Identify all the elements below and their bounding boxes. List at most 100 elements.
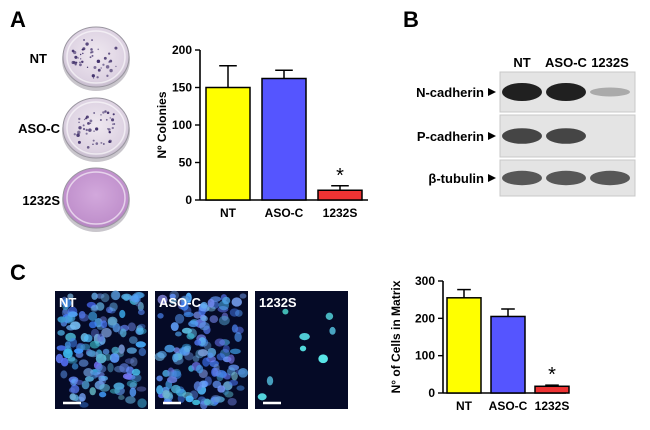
cell-nucleus: [109, 388, 120, 394]
cell-nucleus: [56, 345, 66, 351]
cell-nucleus: [171, 384, 181, 394]
y-tick-label: 150: [172, 81, 192, 95]
cell-nucleus: [57, 329, 65, 336]
cell-nucleus: [204, 376, 212, 386]
arrow-icon: [488, 174, 496, 182]
cell-nucleus: [74, 379, 84, 385]
cell-nucleus: [109, 302, 118, 312]
cell-nucleus: [282, 308, 289, 315]
cell-nucleus: [136, 386, 147, 392]
cell-nucleus: [80, 343, 91, 351]
cell-nucleus: [184, 352, 194, 361]
arrow-icon: [488, 132, 496, 140]
x-tick-label: 1232S: [535, 399, 570, 413]
cell-nucleus: [83, 368, 94, 377]
dish-2: [62, 97, 130, 162]
bar-nt: [205, 86, 251, 201]
cell-nucleus: [207, 352, 214, 359]
cell-nucleus: [137, 309, 145, 316]
y-tick-label: 300: [415, 274, 435, 288]
bar-aso-c: [490, 315, 526, 394]
dish-panel: NT ASO-C 1232S: [18, 26, 130, 232]
cell-nucleus: [125, 396, 136, 404]
western-blot: NT ASO-C 1232S N-cadherin P-cadherin β-tubuli…: [416, 55, 636, 197]
cell-nucleus: [91, 371, 98, 379]
cell-nucleus: [91, 292, 98, 300]
cell-nucleus: [137, 398, 147, 409]
cell-nucleus: [202, 357, 210, 367]
cell-nucleus: [236, 385, 245, 391]
cell-nucleus: [227, 397, 237, 406]
cell-nucleus: [68, 387, 76, 393]
cell-nucleus: [218, 300, 230, 311]
cell-nucleus: [57, 316, 66, 323]
cell-nucleus: [109, 353, 120, 363]
cell-nucleus: [84, 376, 94, 382]
cell-nucleus: [167, 376, 178, 384]
cell-nucleus: [71, 363, 79, 370]
cell-nucleus: [183, 345, 191, 353]
cell-nucleus: [194, 339, 202, 346]
cell-nucleus: [229, 348, 241, 355]
cell-nucleus: [299, 345, 307, 352]
micrograph-1: NT: [55, 290, 148, 409]
y-axis-label: Nº Colonies: [155, 91, 169, 158]
y-tick-label: 50: [179, 156, 193, 170]
bar-aso-c: [261, 77, 307, 201]
cell-nucleus: [137, 301, 144, 312]
cell-nucleus: [89, 387, 96, 396]
cell-nucleus: [89, 340, 100, 349]
cell-nucleus: [138, 347, 147, 357]
cell-nucleus: [126, 380, 138, 388]
cell-nucleus: [222, 344, 230, 353]
cell-nucleus: [113, 382, 125, 390]
cell-nucleus: [175, 331, 182, 337]
bar-nt: [446, 297, 482, 394]
cell-nucleus: [102, 348, 110, 355]
cell-nucleus: [227, 354, 235, 364]
cell-nucleus: [128, 336, 138, 344]
cell-nucleus: [88, 321, 97, 329]
cell-nucleus: [162, 389, 170, 399]
cell-nucleus: [234, 332, 242, 342]
panel-label-c: C: [10, 260, 26, 285]
cell-nucleus: [212, 367, 221, 377]
cell-nucleus: [100, 320, 108, 329]
cell-nucleus: [100, 293, 110, 303]
cell-nucleus: [67, 293, 74, 300]
x-tick-label: 1232S: [323, 206, 358, 220]
cell-nucleus: [66, 357, 78, 364]
cell-nucleus: [129, 387, 137, 397]
cell-nucleus: [239, 293, 247, 299]
significance-marker: *: [548, 364, 556, 386]
blot-row-3: [499, 159, 636, 197]
cell-nucleus: [119, 309, 126, 319]
cell-nucleus: [131, 368, 141, 376]
blot-band: [546, 83, 586, 101]
cell-nucleus: [78, 311, 86, 319]
cell-nucleus: [126, 366, 134, 375]
micrograph-label: NT: [59, 295, 76, 310]
cell-nucleus: [206, 306, 216, 312]
y-tick-label: 200: [415, 311, 435, 325]
bar-1232s: [534, 385, 570, 394]
blot-row-label: β-tubulin: [428, 171, 484, 186]
significance-marker: *: [336, 165, 344, 187]
cell-nucleus: [299, 332, 310, 341]
cell-nucleus: [130, 293, 139, 303]
cell-nucleus: [164, 344, 175, 353]
cell-nucleus: [61, 298, 72, 308]
cell-nucleus: [83, 334, 93, 343]
y-tick-label: 0: [185, 193, 192, 207]
cell-nucleus: [74, 348, 84, 354]
cell-nucleus: [231, 297, 243, 307]
dish-label: ASO-C: [18, 121, 61, 136]
colony-chart: 0 50 100 150 200 Nº Colonies NT ASO-C 1232S *: [155, 43, 368, 220]
cell-nucleus: [180, 301, 189, 311]
cell-nucleus: [118, 344, 125, 354]
blot-band: [502, 170, 542, 186]
cell-nucleus: [214, 338, 226, 347]
cell-nucleus: [96, 364, 107, 374]
cell-nucleus: [81, 380, 90, 390]
